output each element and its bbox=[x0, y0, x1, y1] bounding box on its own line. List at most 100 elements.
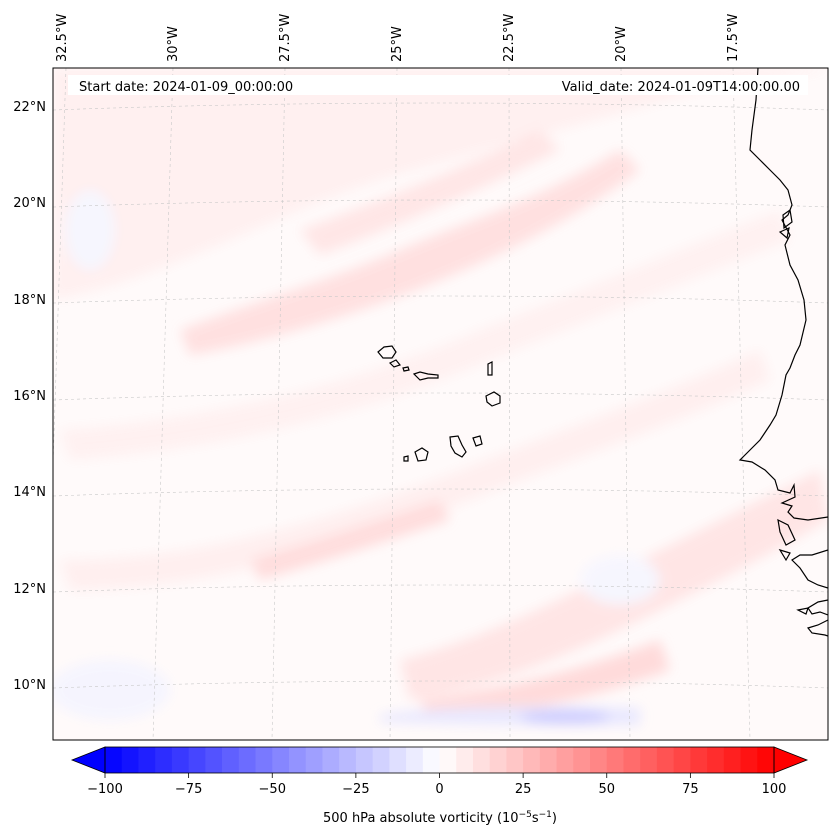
colorbar-segment bbox=[205, 747, 223, 773]
lon-label: 22.5°W bbox=[502, 14, 517, 62]
colorbar-tick-label: 75 bbox=[682, 782, 699, 797]
lat-label: 12°N bbox=[13, 582, 46, 597]
colorbar-segment bbox=[523, 747, 541, 773]
colorbar-segment bbox=[590, 747, 608, 773]
colorbar-tick-label: −100 bbox=[87, 782, 123, 797]
lon-line-25 bbox=[389, 68, 398, 740]
island-cv-sal bbox=[487, 361, 493, 376]
colorbar-segment bbox=[121, 747, 139, 773]
colorbar-segment bbox=[707, 747, 725, 773]
island-cv-santa-luzia bbox=[402, 366, 410, 372]
colorbar-tick-label: 0 bbox=[435, 782, 443, 797]
lon-line-32-5 bbox=[53, 68, 67, 475]
lat-label: 10°N bbox=[13, 678, 46, 693]
colorbar-segment bbox=[489, 747, 507, 773]
island-canary bbox=[782, 208, 793, 230]
lon-label: 17.5°W bbox=[726, 14, 741, 62]
lat-labels: 22°N 20°N 18°N 16°N 14°N 12°N 10°N bbox=[13, 100, 46, 693]
colorbar-segment bbox=[272, 747, 290, 773]
colorbar-arrow-min bbox=[70, 746, 106, 774]
colorbar-segment bbox=[539, 747, 557, 773]
lon-label: 25°W bbox=[390, 26, 405, 62]
colorbar-segment bbox=[389, 747, 407, 773]
graticule bbox=[53, 68, 828, 740]
colorbar-segment bbox=[155, 747, 173, 773]
colorbar-segment bbox=[640, 747, 658, 773]
colorbar-segment bbox=[222, 747, 240, 773]
lon-labels: 32.5°W 30°W 27.5°W 25°W 22.5°W 20°W 17.5… bbox=[55, 14, 741, 62]
colorbar-segment bbox=[740, 747, 758, 773]
colorbar-tick-label: 50 bbox=[598, 782, 615, 797]
lat-label: 16°N bbox=[13, 389, 46, 404]
colorbar-segment bbox=[656, 747, 675, 773]
colorbar-segment bbox=[188, 747, 206, 773]
colorbar-tick-label: 25 bbox=[515, 782, 532, 797]
colorbar-segment bbox=[757, 747, 775, 773]
colorbar-segment bbox=[406, 747, 424, 773]
coast-arch-2 bbox=[778, 548, 791, 562]
coast-arch-1 bbox=[777, 518, 796, 546]
colorbar-segment bbox=[573, 747, 591, 773]
coastlines bbox=[377, 68, 828, 637]
lat-line-12 bbox=[53, 584, 828, 593]
colorbar-segment bbox=[138, 747, 156, 773]
lon-label: 30°W bbox=[166, 26, 181, 62]
colorbar-tick-label: −25 bbox=[342, 782, 369, 797]
island-cv-fogo bbox=[414, 447, 429, 462]
header-box bbox=[68, 75, 808, 95]
island-cv-sao-nicolau bbox=[412, 371, 439, 381]
lat-line-22 bbox=[53, 102, 828, 111]
island-canary-2 bbox=[778, 226, 790, 240]
island-cv-maio bbox=[472, 435, 483, 447]
colorbar-segment bbox=[723, 747, 741, 773]
colorbar-segment bbox=[355, 747, 374, 773]
map-panel: Start date: 2024-01-09_00:00:00 Valid_da… bbox=[52, 67, 829, 741]
lon-line-30 bbox=[152, 68, 174, 740]
africa-coast bbox=[738, 68, 828, 521]
colorbar-tick-label: −50 bbox=[259, 782, 286, 797]
colorbar-tick-label: −75 bbox=[175, 782, 202, 797]
lon-label: 27.5°W bbox=[278, 14, 293, 62]
colorbar-segment bbox=[690, 747, 708, 773]
colorbar-segment bbox=[255, 747, 273, 773]
lat-line-20 bbox=[53, 199, 828, 208]
lat-line-18 bbox=[53, 295, 828, 304]
colorbar-segment bbox=[673, 747, 691, 773]
colorbar-arrow-max bbox=[773, 746, 809, 774]
lat-label: 18°N bbox=[13, 293, 46, 308]
island-cv-santo-antao bbox=[377, 345, 397, 359]
colorbar-segments bbox=[105, 747, 775, 773]
colorbar-segment bbox=[623, 747, 641, 773]
colorbar-segment bbox=[439, 747, 457, 773]
lat-line-14 bbox=[53, 488, 828, 497]
colorbar-segment bbox=[606, 747, 624, 773]
colorbar-segment bbox=[339, 747, 357, 773]
colorbar-segment bbox=[105, 747, 123, 773]
island-bubaque bbox=[796, 607, 809, 615]
colorbar-segment bbox=[556, 747, 574, 773]
coast-guinea bbox=[807, 599, 828, 616]
lon-line-20 bbox=[620, 68, 631, 740]
colorbar-label: 500 hPa absolute vorticity (10−5s−1) bbox=[323, 810, 557, 826]
lon-line-22-5 bbox=[508, 68, 511, 740]
colorbar-segment bbox=[456, 747, 474, 773]
colorbar-segment bbox=[238, 747, 256, 773]
colorbar-segment bbox=[305, 747, 323, 773]
colorbar-segment bbox=[472, 747, 491, 773]
colorbar-ticks: −100 −75 −50 −25 0 25 50 75 100 bbox=[87, 773, 786, 797]
island-cv-brava bbox=[403, 455, 409, 462]
vorticity-field bbox=[53, 68, 828, 726]
lon-line-17-5 bbox=[732, 68, 751, 740]
lat-label: 22°N bbox=[13, 100, 46, 115]
start-date-text: Start date: 2024-01-09_00:00:00 bbox=[79, 80, 293, 95]
coast-guinea-bissau bbox=[791, 549, 828, 589]
colorbar-segment bbox=[506, 747, 524, 773]
valid-date-text: Valid_date: 2024-01-09T14:00:00.00 bbox=[562, 80, 800, 95]
colorbar-segment bbox=[288, 747, 307, 773]
colorbar-segment bbox=[422, 747, 440, 773]
lat-label: 20°N bbox=[13, 196, 46, 211]
colorbar-segment bbox=[171, 747, 190, 773]
lon-label: 20°W bbox=[614, 26, 629, 62]
colorbar-segment bbox=[372, 747, 390, 773]
